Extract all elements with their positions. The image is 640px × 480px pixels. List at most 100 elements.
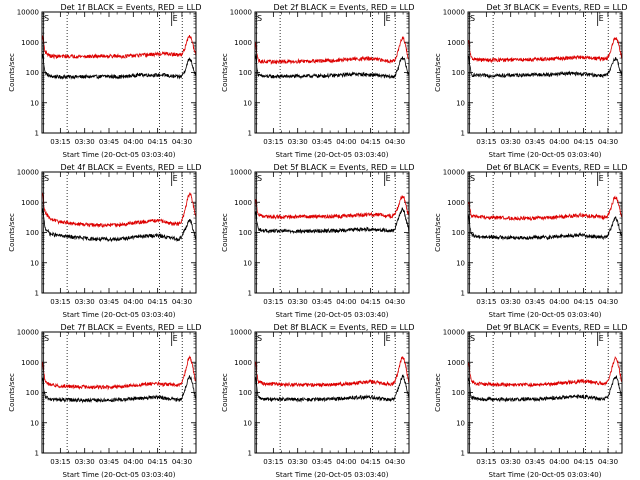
y-tick-label: 1 xyxy=(461,290,465,298)
x-tick-label: 03:45 xyxy=(312,138,332,146)
x-tick-label: 03:30 xyxy=(75,458,95,466)
x-tick-label: 03:15 xyxy=(50,138,70,146)
chart-panel-4: Det 4f BLACK = Events, RED = LLD Counts/s… xyxy=(8,163,202,319)
x-tick-label: 03:45 xyxy=(312,298,332,306)
y-tick-label: 10000 xyxy=(17,169,39,177)
x-tick-label: 04:00 xyxy=(336,298,356,306)
y-tick-label: 100 xyxy=(452,389,465,397)
x-tick-label: 03:15 xyxy=(263,458,283,466)
y-tick-label: 1000 xyxy=(21,39,39,47)
start-flag-label: S xyxy=(44,334,49,343)
series-line-events xyxy=(254,374,410,403)
x-tick-label: 04:30 xyxy=(598,298,618,306)
chart-panel-6: Det 6f BLACK = Events, RED = LLD Counts/s… xyxy=(434,163,628,319)
x-axis-label: Start Time (20-Oct-05 03:03:40) xyxy=(489,471,602,479)
x-tick-label: 04:30 xyxy=(172,298,192,306)
y-tick-label: 10000 xyxy=(443,169,465,177)
x-tick-label: 04:30 xyxy=(172,458,192,466)
y-axis-label: Counts/sec xyxy=(8,373,16,412)
y-tick-label: 100 xyxy=(239,229,252,237)
chart-panel-7: Det 7f BLACK = Events, RED = LLD Counts/s… xyxy=(8,323,202,479)
series-line-events xyxy=(41,54,196,80)
series-line-lld xyxy=(41,192,197,229)
plot-frame xyxy=(467,171,623,294)
x-axis-label: Start Time (20-Oct-05 03:03:40) xyxy=(276,311,389,319)
y-axis-label: Counts/sec xyxy=(221,373,229,412)
series-line-events xyxy=(41,208,197,243)
chart-panel-5: Det 5f BLACK = Events, RED = LLD Counts/s… xyxy=(221,163,415,319)
plot-frame xyxy=(467,11,623,134)
chart-title: Det 6f BLACK = Events, RED = LLD xyxy=(486,163,627,172)
x-tick-label: 03:15 xyxy=(263,298,283,306)
y-tick-label: 10000 xyxy=(443,9,465,17)
chart-title: Det 3f BLACK = Events, RED = LLD xyxy=(486,3,627,12)
x-tick-label: 04:15 xyxy=(361,138,381,146)
series-line-events xyxy=(254,55,410,80)
x-tick-label: 04:00 xyxy=(336,458,356,466)
x-tick-label: 04:15 xyxy=(574,458,594,466)
x-tick-label: 04:00 xyxy=(123,458,143,466)
start-flag-label: S xyxy=(257,14,262,23)
y-tick-label: 1 xyxy=(248,130,252,138)
series-line-lld xyxy=(467,356,622,388)
chart-title: Det 7f BLACK = Events, RED = LLD xyxy=(60,323,201,332)
series-line-lld xyxy=(467,195,622,222)
x-tick-label: 04:30 xyxy=(385,458,405,466)
end-flag-label: E xyxy=(173,334,178,343)
plot-frame xyxy=(41,11,197,134)
x-tick-label: 04:00 xyxy=(549,138,569,146)
x-tick-label: 04:00 xyxy=(123,138,143,146)
start-flag-label: S xyxy=(257,174,262,183)
y-tick-label: 10000 xyxy=(443,329,465,337)
x-tick-label: 03:15 xyxy=(50,458,70,466)
y-tick-label: 100 xyxy=(239,69,252,77)
plot-frame xyxy=(254,331,410,454)
y-tick-label: 1000 xyxy=(234,199,252,207)
plot-frame xyxy=(254,11,410,134)
chart-title: Det 8f BLACK = Events, RED = LLD xyxy=(273,323,414,332)
y-axis-label: Counts/sec xyxy=(8,53,16,92)
chart-title: Det 4f BLACK = Events, RED = LLD xyxy=(60,163,201,172)
end-flag-label: E xyxy=(173,174,178,183)
end-flag-label: E xyxy=(599,14,604,23)
plot-frame xyxy=(41,171,197,294)
y-tick-label: 1000 xyxy=(447,359,465,367)
chart-title: Det 2f BLACK = Events, RED = LLD xyxy=(273,3,414,12)
y-tick-label: 1000 xyxy=(234,359,252,367)
x-tick-label: 04:00 xyxy=(549,458,569,466)
start-flag-label: S xyxy=(44,174,49,183)
y-tick-label: 10 xyxy=(456,419,465,427)
x-tick-label: 03:30 xyxy=(501,298,521,306)
x-tick-label: 04:15 xyxy=(148,298,168,306)
start-flag-label: S xyxy=(44,14,49,23)
x-tick-label: 03:15 xyxy=(476,458,496,466)
x-axis-label: Start Time (20-Oct-05 03:03:40) xyxy=(276,151,389,159)
y-tick-label: 1000 xyxy=(447,39,465,47)
y-tick-label: 10 xyxy=(30,99,39,107)
y-axis-label: Counts/sec xyxy=(221,213,229,252)
x-tick-label: 03:45 xyxy=(99,138,119,146)
x-tick-label: 03:45 xyxy=(99,298,119,306)
series-line-events xyxy=(467,374,622,403)
y-tick-label: 10000 xyxy=(230,9,252,17)
y-tick-label: 1000 xyxy=(21,359,39,367)
y-tick-label: 1 xyxy=(248,450,252,458)
x-tick-label: 03:15 xyxy=(476,298,496,306)
x-tick-label: 04:15 xyxy=(574,298,594,306)
x-tick-label: 04:00 xyxy=(123,298,143,306)
series-line-lld xyxy=(254,195,409,220)
end-flag-label: E xyxy=(599,174,604,183)
x-tick-label: 04:15 xyxy=(361,458,381,466)
x-tick-label: 04:00 xyxy=(549,298,569,306)
y-tick-label: 1000 xyxy=(234,39,252,47)
y-axis-label: Counts/sec xyxy=(221,53,229,92)
y-axis-label: Counts/sec xyxy=(8,213,16,252)
y-tick-label: 1000 xyxy=(21,199,39,207)
series-line-events xyxy=(467,55,623,79)
x-tick-label: 03:30 xyxy=(288,298,308,306)
plot-frame xyxy=(41,331,197,454)
x-tick-label: 04:15 xyxy=(574,138,594,146)
y-tick-label: 100 xyxy=(452,229,465,237)
x-tick-label: 03:30 xyxy=(75,138,95,146)
y-tick-label: 1 xyxy=(35,450,39,458)
